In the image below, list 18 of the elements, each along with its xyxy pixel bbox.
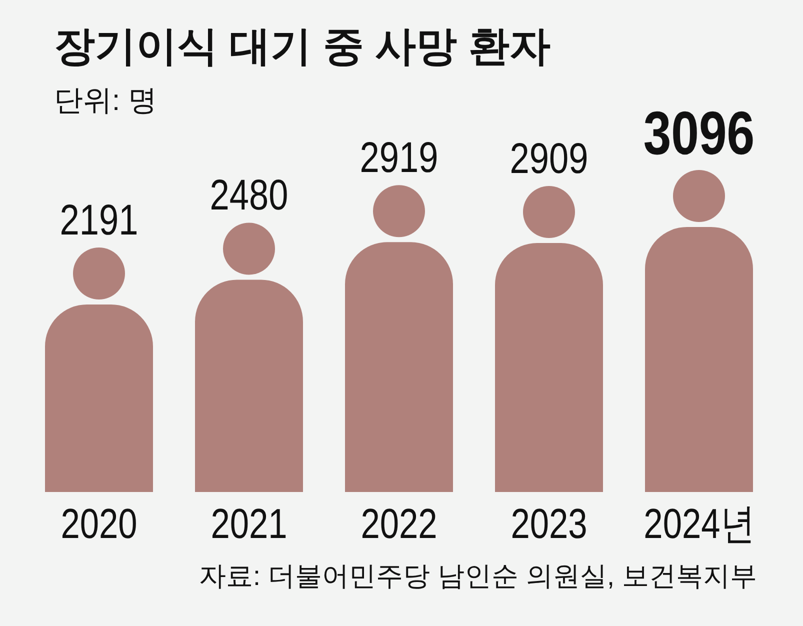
- data-label: 3096: [643, 99, 755, 168]
- bar: [195, 280, 303, 492]
- bar: [45, 304, 153, 492]
- chart-title: 장기이식 대기 중 사망 환자: [54, 22, 551, 71]
- x-tick-label: 2022: [360, 500, 438, 548]
- chart-subtitle: 단위: 명: [54, 84, 158, 119]
- x-tick-label: 2020: [60, 500, 138, 548]
- x-tick-label: 2021: [210, 500, 288, 548]
- x-tick-label: 2024년: [644, 500, 754, 548]
- x-tick-label: 2023: [510, 500, 588, 548]
- data-label: 2191: [60, 196, 138, 244]
- text: 자료: 더불어민주당 남인순 의원실, 보건복지부: [198, 560, 757, 592]
- bar: [345, 242, 453, 492]
- data-label: 2919: [360, 134, 438, 182]
- bar: [645, 227, 753, 492]
- data-label: 2909: [510, 134, 588, 183]
- bar: [495, 243, 603, 492]
- data-label: 2480: [210, 171, 288, 220]
